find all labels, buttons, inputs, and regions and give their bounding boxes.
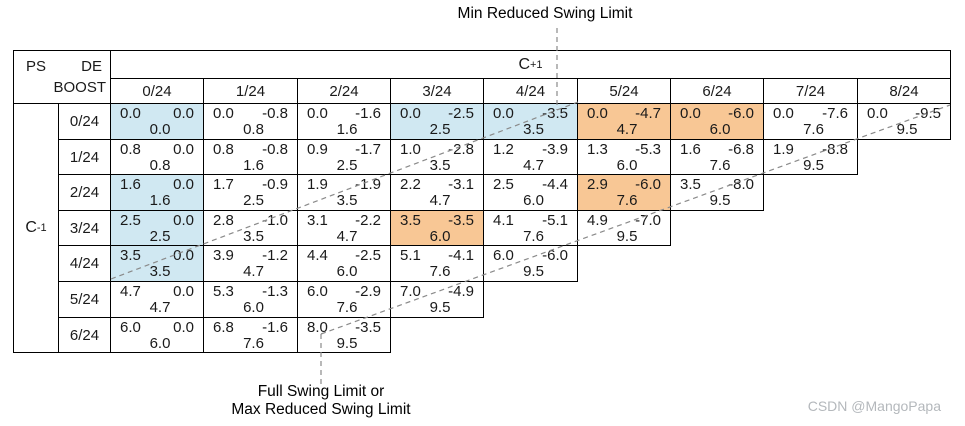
table-cell: 0.8 -0.8 1.6: [203, 139, 298, 175]
row-header-5-24: 5/24: [58, 281, 111, 318]
table-cell: 2.8 -1.0 3.5: [203, 210, 298, 246]
table-cell: 1.7 -0.9 2.5: [203, 174, 298, 211]
table-cell: 0.0 -1.6 1.6: [297, 103, 391, 140]
table-cell: 0.0 -0.8 0.8: [203, 103, 298, 140]
row-header-4-24: 4/24: [58, 245, 111, 282]
row-header-3-24: 3/24: [58, 210, 111, 246]
col-header-7-24: 7/24: [763, 78, 858, 104]
table-cell: 4.7 0.0 4.7: [110, 281, 204, 318]
table-cell: 6.0 -2.9 7.6: [297, 281, 391, 318]
table-cell: 7.0 -4.9 9.5: [390, 281, 484, 318]
table-cell: 6.0 -6.0 9.5: [483, 245, 578, 282]
col-group-base: C: [518, 55, 530, 73]
col-header-1-24: 1/24: [203, 78, 298, 104]
table-cell: 0.9 -1.7 2.5: [297, 139, 391, 175]
table-cell: 5.3 -1.3 6.0: [203, 281, 298, 318]
table-cell: 1.6 0.0 1.6: [110, 174, 204, 211]
table-cell: 2.2 -3.1 4.7: [390, 174, 484, 211]
watermark: CSDN @MangoPapa: [807, 398, 941, 414]
table-cell: 6.8 -1.6 7.6: [203, 317, 298, 353]
table-cell: 3.5 0.0 3.5: [110, 245, 204, 282]
table-cell: 3.5 -3.5 6.0: [390, 210, 484, 246]
col-header-8-24: 8/24: [857, 78, 951, 104]
col-header-0-24: 0/24: [110, 78, 204, 104]
col-group-sub: +1: [530, 58, 543, 71]
table-cell: 0.0 0.0 0.0: [110, 103, 204, 140]
table-cell: 5.1 -4.1 7.6: [390, 245, 484, 282]
row-axis-label: PS: [26, 58, 47, 75]
col-header-5-24: 5/24: [577, 78, 671, 104]
column-group-header: C +1: [110, 50, 951, 79]
table-cell: 4.9 -7.0 9.5: [577, 210, 671, 246]
table-cell: 3.5 -8.0 9.5: [670, 174, 764, 211]
row-header-2-24: 2/24: [58, 174, 111, 211]
table-cell: 1.6 -6.8 7.6: [670, 139, 764, 175]
table-cell: 1.3 -5.3 6.0: [577, 139, 671, 175]
bottom-annotation-line2: Max Reduced Swing Limit: [231, 401, 411, 418]
bottom-annotation-line1: Full Swing Limit or: [257, 383, 385, 400]
table-cell: 1.0 -2.8 3.5: [390, 139, 484, 175]
table-cell: 1.9 -8.8 9.5: [763, 139, 858, 175]
row-group-base: C: [25, 219, 37, 236]
row-group-header: C -1: [13, 103, 59, 353]
table-cell: 0.0 -2.5 2.5: [390, 103, 484, 140]
table-cell: 3.1 -2.2 4.7: [297, 210, 391, 246]
table-cell: 0.0 -4.7 4.7: [577, 103, 671, 140]
table-cell: 4.1 -5.1 7.6: [483, 210, 578, 246]
table-cell: 0.8 0.0 0.8: [110, 139, 204, 175]
corner-header-cell: PS DE BOOST: [13, 50, 111, 104]
col-axis-label-de: DE: [81, 58, 102, 75]
table-cell: 8.0 -3.5 9.5: [297, 317, 391, 353]
table-cell: 4.4 -2.5 6.0: [297, 245, 391, 282]
table-cell: 2.5 0.0 2.5: [110, 210, 204, 246]
col-header-2-24: 2/24: [297, 78, 391, 104]
table-cell: 0.0 -7.6 7.6: [763, 103, 858, 140]
col-header-4-24: 4/24: [483, 78, 578, 104]
row-group-sub: -1: [36, 222, 47, 234]
row-header-6-24: 6/24: [58, 317, 111, 353]
col-header-6-24: 6/24: [670, 78, 764, 104]
table-cell: 0.0 -6.0 6.0: [670, 103, 764, 140]
table-cell: 0.0 -9.5 9.5: [857, 103, 951, 140]
table-cell: 3.9 -1.2 4.7: [203, 245, 298, 282]
col-header-3-24: 3/24: [390, 78, 484, 104]
col-axis-label-boost: BOOST: [53, 79, 106, 96]
table-cell: 2.5 -4.4 6.0: [483, 174, 578, 211]
bottom-annotation: Full Swing Limit or Max Reduced Swing Li…: [121, 383, 521, 419]
row-header-1-24: 1/24: [58, 139, 111, 175]
top-annotation: Min Reduced Swing Limit: [457, 5, 633, 22]
row-header-0-24: 0/24: [58, 103, 111, 140]
table-cell: 1.9 -1.9 3.5: [297, 174, 391, 211]
table-cell: 1.2 -3.9 4.7: [483, 139, 578, 175]
table-cell: 6.0 0.0 6.0: [110, 317, 204, 353]
table-cell: 2.9 -6.0 7.6: [577, 174, 671, 211]
table-cell: 0.0 -3.5 3.5: [483, 103, 578, 140]
